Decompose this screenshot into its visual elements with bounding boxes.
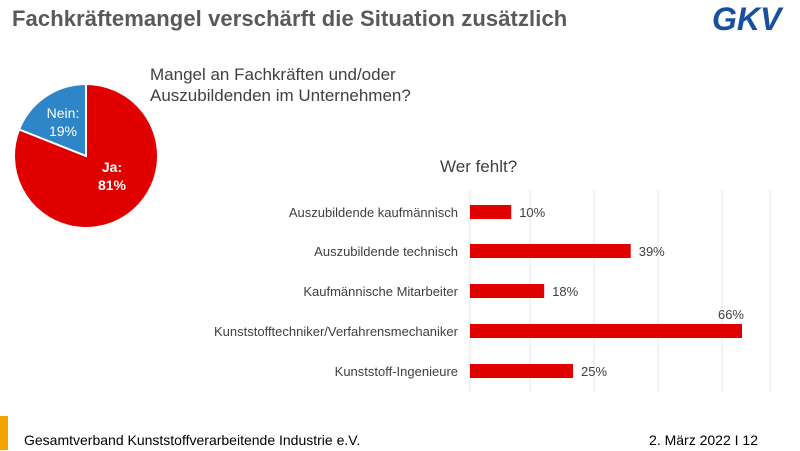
bar [470, 244, 631, 258]
category-label: Kaufmännische Mitarbeiter [303, 284, 458, 299]
footer-date-page: 2. März 2022 I 12 [649, 432, 758, 448]
value-label: 10% [519, 205, 545, 220]
gkv-logo: GKV [712, 2, 784, 36]
slide-title: Fachkräftemangel verschärft die Situatio… [12, 6, 568, 31]
pie-slice-ja [13, 82, 159, 229]
bar [470, 364, 574, 378]
bar-chart-title: Wer fehlt? [440, 157, 518, 176]
value-label: 25% [581, 364, 607, 379]
category-label: Auszubildende technisch [314, 244, 458, 259]
pie-value-ja: 81% [98, 177, 127, 193]
pie-question: Mangel an Fachkräften und/oder Auszubild… [150, 65, 411, 105]
pie-label-nein: Nein: [47, 105, 80, 121]
value-label: 66% [718, 307, 744, 322]
pie-value-nein: 19% [49, 123, 77, 139]
category-label: Kunststoff-Ingenieure [335, 364, 458, 379]
pie-slice-nein [17, 82, 87, 158]
bar [470, 284, 545, 298]
value-label: 18% [552, 284, 578, 299]
footer-accent-bar [0, 416, 8, 450]
bar [470, 324, 742, 338]
footer-organization: Gesamtverband Kunststoffverarbeitende In… [24, 432, 361, 448]
gkv-logo-text: GKV [712, 2, 784, 36]
bar [470, 205, 512, 219]
category-label: Kunststofftechniker/Verfahrensmechaniker [214, 324, 459, 339]
pie-label-ja: Ja: [102, 159, 122, 175]
value-label: 39% [639, 244, 665, 259]
category-label: Auszubildende kaufmännisch [289, 205, 458, 220]
